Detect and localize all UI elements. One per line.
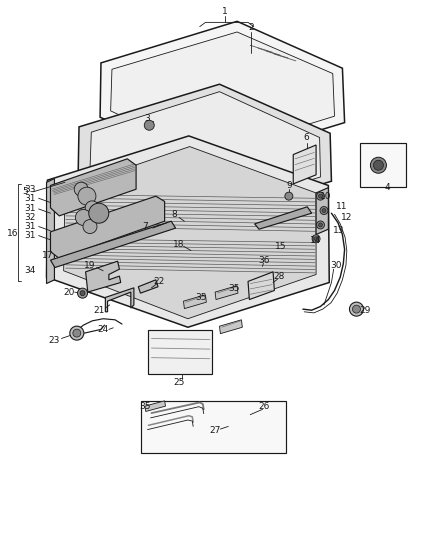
Text: 15: 15 [275,242,286,251]
Bar [141,401,286,453]
Polygon shape [46,136,328,327]
Text: 13: 13 [332,226,344,235]
Circle shape [349,302,363,316]
Text: 36: 36 [258,256,269,264]
Text: 20: 20 [64,288,75,296]
Circle shape [75,209,91,225]
Polygon shape [315,188,328,235]
Polygon shape [50,221,175,268]
Text: 24: 24 [97,325,109,334]
Text: 35: 35 [195,293,206,302]
Polygon shape [145,401,165,411]
Text: 28: 28 [272,272,284,280]
Text: 26: 26 [258,402,269,410]
Polygon shape [254,207,311,229]
Polygon shape [215,286,237,300]
Polygon shape [138,280,158,293]
Circle shape [373,160,382,170]
Text: 2: 2 [248,23,253,32]
Text: 14: 14 [309,237,320,245]
Circle shape [78,187,96,205]
Text: 4: 4 [384,183,389,192]
Polygon shape [78,84,331,224]
Circle shape [70,326,84,340]
Circle shape [83,220,97,233]
Text: 35: 35 [227,285,239,293]
Text: 11: 11 [335,203,346,211]
Circle shape [88,203,109,223]
Text: 34: 34 [24,266,35,275]
Text: 18: 18 [173,240,184,248]
Circle shape [316,221,324,229]
Text: 25: 25 [173,378,184,387]
Polygon shape [50,196,164,259]
Circle shape [144,120,154,130]
Text: 17: 17 [42,252,53,260]
Circle shape [85,201,99,215]
Circle shape [352,305,360,313]
Text: 22: 22 [153,277,164,286]
Polygon shape [105,288,134,312]
Text: 16: 16 [7,229,19,238]
Text: 35: 35 [139,402,150,410]
Polygon shape [90,92,320,217]
Polygon shape [110,32,334,156]
Polygon shape [46,179,54,284]
Text: 10: 10 [319,192,331,200]
Circle shape [74,182,88,196]
Polygon shape [64,147,315,319]
Polygon shape [85,261,120,292]
Text: 7: 7 [141,222,148,231]
Circle shape [318,194,322,198]
Text: 3: 3 [144,114,150,123]
Text: 12: 12 [340,213,352,222]
Text: 30: 30 [329,261,341,270]
Polygon shape [50,159,136,216]
Bar [148,330,212,374]
Circle shape [284,192,292,200]
Circle shape [73,329,81,337]
Text: 29: 29 [359,306,370,314]
Circle shape [321,208,325,213]
Text: 8: 8 [171,210,177,219]
Text: 27: 27 [209,426,220,435]
Text: 21: 21 [93,306,104,314]
Text: 23: 23 [48,336,59,344]
Circle shape [370,157,385,173]
Text: 19: 19 [84,261,95,270]
Text: 32: 32 [24,213,35,222]
Text: 31: 31 [24,205,35,213]
Polygon shape [183,295,206,309]
Text: 33: 33 [24,185,35,193]
Polygon shape [293,145,315,184]
Text: 31: 31 [24,194,35,203]
Polygon shape [100,21,344,164]
Text: 6: 6 [303,133,309,142]
Text: 31: 31 [24,222,35,231]
Polygon shape [219,320,242,334]
Text: 31: 31 [24,231,35,240]
Circle shape [80,290,85,296]
Polygon shape [247,272,274,300]
Circle shape [78,288,87,298]
Circle shape [313,237,318,241]
Circle shape [316,192,324,200]
Text: 9: 9 [286,181,292,190]
Text: 1: 1 [221,7,227,16]
Bar [359,143,405,187]
Text: 5: 5 [22,188,28,196]
Circle shape [318,223,322,227]
Circle shape [319,206,327,215]
Circle shape [311,235,319,243]
